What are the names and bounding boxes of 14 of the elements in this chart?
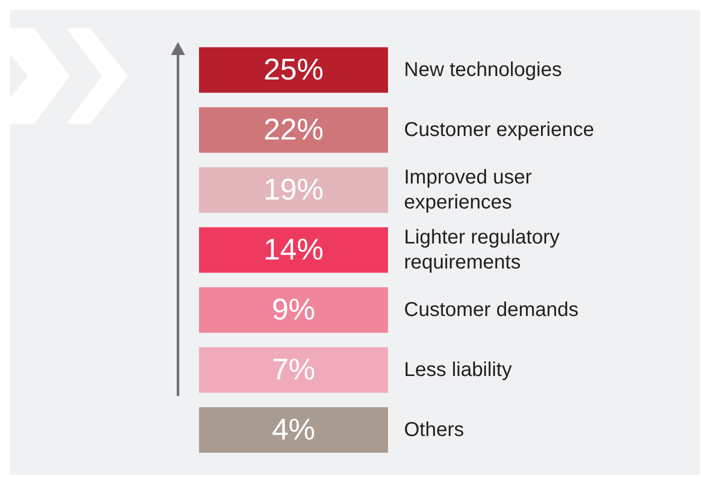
data-label: 7%	[272, 354, 316, 386]
data-label: 19%	[263, 174, 324, 206]
data-label: 9%	[272, 294, 316, 326]
category-label: Less liability	[404, 359, 512, 381]
data-label: 22%	[263, 114, 324, 146]
data-label: 14%	[263, 234, 324, 266]
data-label: 4%	[272, 414, 316, 446]
category-label: Improved user experiences	[404, 166, 538, 214]
category-label: Customer demands	[404, 299, 579, 321]
data-label: 25%	[263, 54, 324, 86]
category-label: Lighter regulatory requirements	[404, 226, 566, 274]
category-label: New technologies	[404, 59, 562, 81]
category-label: Others	[404, 419, 464, 441]
category-label: Customer experience	[404, 119, 594, 141]
